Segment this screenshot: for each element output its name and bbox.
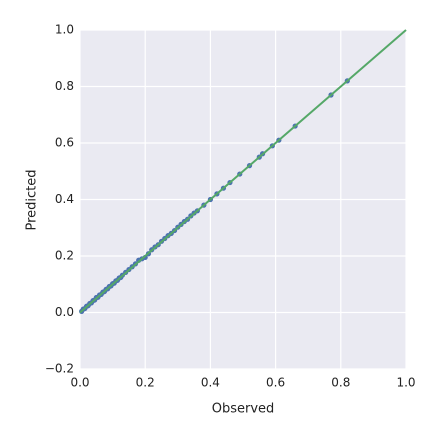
y-tick-label: 0.8 (55, 79, 74, 93)
x-tick-label: 0.8 (331, 376, 350, 390)
x-tick-label: 0.6 (266, 376, 285, 390)
x-axis-label: Observed (212, 402, 275, 417)
y-tick-label: 0.2 (55, 249, 74, 263)
y-axis-label: Predicted (25, 169, 40, 230)
x-tick-label: 0.4 (201, 376, 220, 390)
y-tick-label: 0.6 (55, 136, 74, 150)
y-tick-label: 1.0 (55, 23, 74, 37)
x-tick-label: 0.0 (70, 376, 89, 390)
x-tick-label: 0.2 (136, 376, 155, 390)
y-tick-label: 0.4 (55, 192, 74, 206)
fit-line (79, 29, 407, 314)
y-tick-label: 0.0 (55, 305, 74, 319)
y-tick-label: −0.2 (45, 362, 74, 376)
x-tick-label: 1.0 (396, 376, 415, 390)
